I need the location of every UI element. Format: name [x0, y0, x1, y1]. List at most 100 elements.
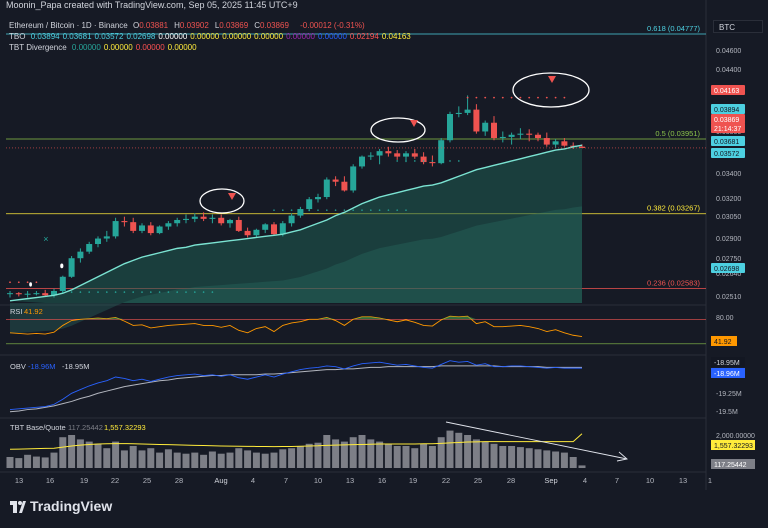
volume-bar	[428, 446, 436, 468]
price-label-bg	[711, 263, 745, 273]
signal-dot	[414, 160, 416, 162]
candle-body	[420, 156, 427, 163]
candle-body	[103, 236, 110, 239]
candle-body	[235, 219, 242, 231]
volume-bar	[420, 443, 428, 468]
signal-dot	[387, 209, 390, 211]
fib-label: 0.382 (0.03267)	[647, 204, 700, 213]
obv-tick-label: -19.25M	[716, 391, 742, 398]
candle-body	[7, 293, 13, 295]
x-tick-label: 1	[708, 476, 712, 485]
price-tick-label: 0.02750	[716, 256, 741, 263]
signal-dot	[545, 96, 548, 99]
candle-body	[385, 151, 392, 154]
change-value: -0.00012 (-0.31%)	[300, 21, 365, 30]
logo-text: TradingView	[30, 498, 113, 514]
volume-bar	[332, 439, 340, 468]
tbd-value: 0.00000	[103, 43, 133, 52]
volume-title: TBT Base/Quote	[10, 423, 66, 432]
x-tick-label: 19	[80, 476, 88, 485]
volume-bar	[516, 447, 524, 468]
tbo-values: 0.03894 0.03681 0.03572 0.02698 0.00000 0.000…	[31, 32, 414, 41]
candle-body	[323, 179, 330, 198]
volume-bar	[6, 457, 14, 468]
price-label-bg	[711, 148, 745, 158]
price-label-box: 0.03894	[711, 104, 745, 114]
tbo-value: 0.00000	[286, 32, 315, 41]
volume-bar	[103, 448, 111, 468]
candle-body	[42, 293, 49, 296]
tbo-value: 0.00000	[317, 32, 347, 41]
candle-body	[24, 293, 31, 295]
symbol-legend: Ethereum / Bitcoin · 1D · Binance O0.038…	[9, 21, 368, 30]
signal-dot	[26, 281, 29, 284]
candle-body	[429, 162, 436, 164]
candle-body	[535, 134, 541, 139]
volume-bar	[112, 441, 120, 468]
candle-body	[464, 109, 471, 113]
signal-dot	[361, 209, 363, 211]
volume-bar	[279, 449, 287, 468]
candle-body	[561, 141, 568, 146]
candle-body	[350, 166, 357, 191]
signal-dot	[431, 160, 434, 162]
sell-triangle-marker	[228, 193, 236, 200]
signal-dot	[343, 209, 346, 211]
tradingview-logo-icon	[10, 500, 26, 513]
volume-ma-line	[9, 433, 583, 450]
x-tick-label: 10	[314, 476, 322, 485]
volume-bar	[24, 454, 32, 468]
signal-dot	[501, 96, 504, 99]
volume-bar	[296, 446, 304, 468]
signal-dot	[202, 291, 205, 293]
price-label-text: 0.04163	[714, 88, 739, 95]
obv-title: OBV	[10, 362, 26, 371]
volume-bar	[270, 452, 278, 468]
price-label-bg	[711, 123, 745, 133]
tbo-value: 0.02698	[126, 32, 156, 41]
price-tick-label: 0.03400	[716, 171, 741, 178]
tbd-value: 0.00000	[135, 43, 165, 52]
volume-bar	[384, 443, 392, 468]
volume-bar	[226, 452, 234, 468]
signal-dot	[475, 96, 478, 99]
volume-bar	[217, 453, 225, 468]
volume-bar	[15, 458, 23, 468]
obv-axis-label: -18.96M	[714, 371, 740, 378]
x-tick-label: Aug	[214, 476, 227, 485]
candle-body	[438, 140, 445, 164]
rsi-axis-label: 41.92	[714, 339, 732, 346]
volume-bar	[147, 448, 155, 468]
volume-bar	[94, 443, 102, 468]
price-label-box: 0.03681	[711, 136, 745, 146]
fib-label: 0.236 (0.02583)	[647, 278, 700, 287]
obv-label-bg	[711, 368, 745, 378]
x-tick-label: 19	[409, 476, 417, 485]
attribution-text: Moonin_Papa created with TradingView.com…	[6, 0, 298, 10]
ohlc-values: O0.03881 H0.03902 L0.03869 C0.03869	[133, 21, 295, 30]
white-marker	[60, 263, 64, 269]
signal-dot	[273, 209, 275, 211]
fib-label: 0.5 (0.03951)	[655, 129, 700, 138]
signal-dot	[62, 291, 64, 293]
volume-bar	[120, 450, 128, 468]
volume-bar	[499, 446, 507, 468]
volume-bar	[314, 442, 322, 468]
candle-body	[156, 226, 163, 234]
price-label-box: 0.04163	[711, 85, 745, 95]
volume-bar	[173, 452, 181, 468]
signal-dot	[150, 291, 152, 293]
signal-dot	[17, 281, 20, 284]
candle-body	[112, 221, 119, 237]
symbol-badge[interactable]: BTC	[713, 20, 763, 33]
volume-bar	[349, 437, 357, 468]
candle-body	[51, 290, 57, 296]
candle-body	[244, 230, 251, 236]
white-marker	[29, 282, 32, 287]
volume-bar	[85, 441, 93, 468]
tbd-value: 0.00000	[167, 43, 197, 52]
price-label-box: 21:14:37	[711, 123, 745, 133]
sell-triangle-marker	[548, 76, 556, 83]
